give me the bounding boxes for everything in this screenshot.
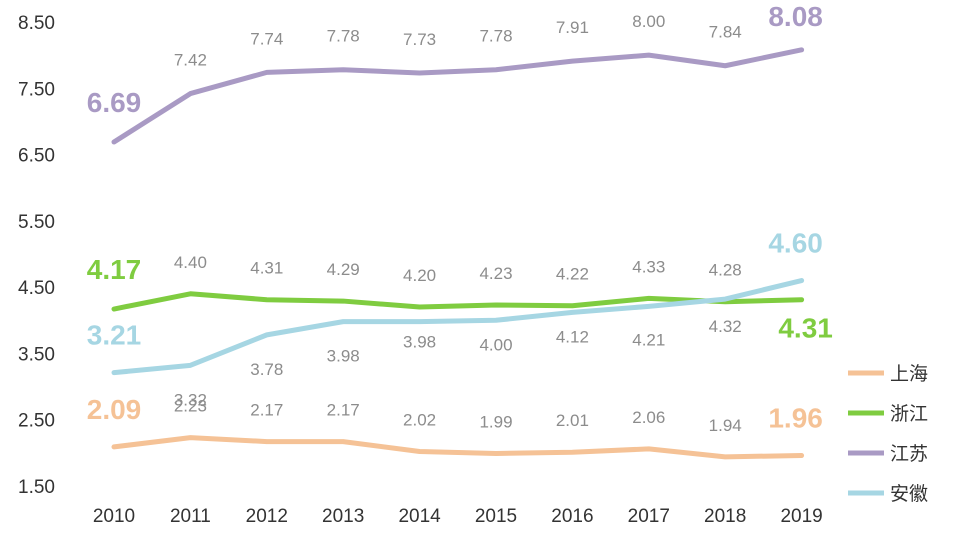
data-label: 2.23 bbox=[174, 397, 207, 416]
x-tick-label: 2015 bbox=[475, 506, 517, 527]
legend-label: 江苏 bbox=[890, 443, 928, 465]
x-tick-label: 2012 bbox=[246, 506, 288, 527]
data-label: 4.32 bbox=[709, 317, 742, 336]
data-label: 4.31 bbox=[778, 313, 833, 344]
x-tick-label: 2017 bbox=[628, 506, 670, 527]
data-label: 3.98 bbox=[327, 347, 360, 366]
data-label: 4.40 bbox=[174, 253, 207, 272]
x-tick-label: 2014 bbox=[398, 506, 441, 527]
data-label: 1.99 bbox=[479, 413, 512, 432]
data-label: 4.29 bbox=[327, 260, 360, 279]
data-label: 3.78 bbox=[250, 360, 283, 379]
data-label: 4.33 bbox=[632, 257, 665, 276]
data-label: 8.08 bbox=[768, 1, 823, 32]
data-label: 3.98 bbox=[403, 333, 436, 352]
data-label: 6.69 bbox=[87, 87, 142, 118]
y-tick-label: 2.50 bbox=[18, 411, 55, 432]
data-label: 4.22 bbox=[556, 265, 589, 284]
data-label: 4.12 bbox=[556, 327, 589, 346]
data-label: 2.02 bbox=[403, 411, 436, 430]
series-lines bbox=[111, 47, 805, 460]
data-label: 2.01 bbox=[556, 411, 589, 430]
legend-label: 浙江 bbox=[890, 403, 928, 425]
data-label: 7.78 bbox=[327, 27, 360, 46]
data-label: 7.73 bbox=[403, 30, 436, 49]
data-label: 1.94 bbox=[709, 416, 742, 435]
data-label: 8.00 bbox=[632, 12, 665, 31]
series-line bbox=[111, 435, 805, 460]
y-tick-label: 1.50 bbox=[18, 477, 55, 498]
data-label: 2.17 bbox=[250, 401, 283, 420]
data-label: 7.42 bbox=[174, 51, 207, 70]
x-tick-label: 2010 bbox=[93, 506, 135, 527]
y-tick-label: 6.50 bbox=[18, 146, 55, 167]
data-label: 3.32 bbox=[174, 390, 207, 409]
x-tick-label: 2013 bbox=[322, 506, 364, 527]
data-label: 2.09 bbox=[87, 394, 142, 425]
y-axis: 8.50 7.50 6.50 5.50 4.50 3.50 2.50 1.50 bbox=[18, 13, 55, 498]
data-label: 4.17 bbox=[87, 254, 142, 285]
legend-label: 上海 bbox=[890, 363, 928, 385]
y-tick-label: 7.50 bbox=[18, 79, 55, 100]
data-label: 3.21 bbox=[87, 320, 142, 351]
data-label: 4.60 bbox=[768, 228, 823, 259]
data-label: 4.31 bbox=[250, 259, 283, 278]
series-line bbox=[111, 291, 805, 312]
data-label: 4.23 bbox=[479, 264, 512, 283]
data-label: 4.00 bbox=[479, 335, 512, 354]
data-label: 1.96 bbox=[768, 403, 823, 434]
data-label: 7.84 bbox=[709, 23, 742, 42]
x-tick-label: 2016 bbox=[551, 506, 593, 527]
y-tick-label: 8.50 bbox=[18, 13, 55, 34]
y-tick-label: 5.50 bbox=[18, 212, 55, 233]
x-axis: 2010 2011 2012 2013 2014 2015 2016 2017 2018 2019 bbox=[93, 506, 823, 527]
x-tick-label: 2011 bbox=[170, 506, 211, 527]
legend-label: 安徽 bbox=[890, 483, 928, 505]
data-label: 4.28 bbox=[709, 261, 742, 280]
x-tick-label: 2019 bbox=[780, 506, 822, 527]
data-label: 2.06 bbox=[632, 408, 665, 427]
data-labels: 2.09 2.23 2.17 2.17 2.02 1.99 2.01 2.06 1.94 1.96… bbox=[87, 1, 833, 435]
series-line bbox=[111, 278, 805, 376]
data-label: 7.91 bbox=[556, 18, 589, 37]
series-line bbox=[111, 47, 805, 145]
data-label: 7.78 bbox=[479, 27, 512, 46]
data-label: 4.20 bbox=[403, 266, 436, 285]
data-label: 7.74 bbox=[250, 29, 283, 48]
x-tick-label: 2018 bbox=[704, 506, 746, 527]
data-label: 4.21 bbox=[632, 330, 665, 349]
y-tick-label: 3.50 bbox=[18, 344, 55, 365]
data-label: 2.17 bbox=[327, 401, 360, 420]
y-tick-label: 4.50 bbox=[18, 278, 55, 299]
